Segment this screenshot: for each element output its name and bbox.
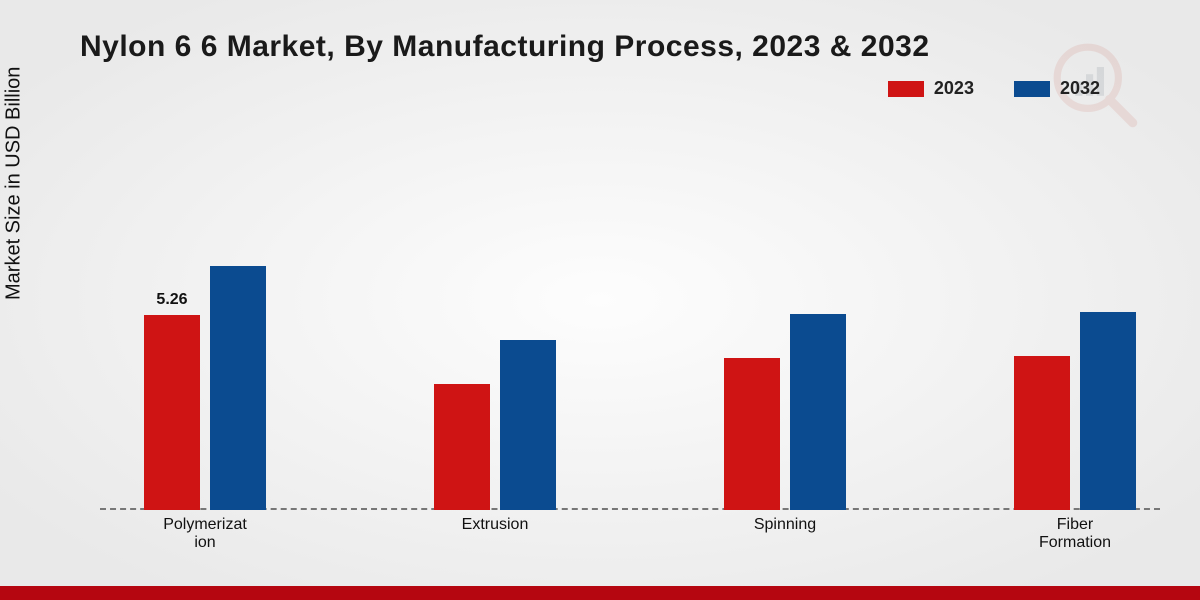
x-label-spinning: Spinning [710, 516, 860, 534]
legend: 2023 2032 [888, 78, 1100, 99]
chart-canvas: Nylon 6 6 Market, By Manufacturing Proce… [0, 0, 1200, 600]
bar-2032-spinning [790, 314, 846, 510]
x-label-polymerization: Polymerization [130, 516, 280, 553]
legend-label-2032: 2032 [1060, 78, 1100, 99]
footer-accent-bar [0, 586, 1200, 600]
bar-2023-fiber-formation [1014, 356, 1070, 510]
bar-2023-polymerization [144, 315, 200, 510]
legend-item-2032: 2032 [1014, 78, 1100, 99]
x-label-fiber-formation: FiberFormation [1000, 516, 1150, 553]
chart-title: Nylon 6 6 Market, By Manufacturing Proce… [80, 30, 930, 64]
bar-2023-spinning [724, 358, 780, 510]
x-label-extrusion: Extrusion [420, 516, 570, 534]
legend-swatch-2032 [1014, 81, 1050, 97]
bar-2032-polymerization [210, 266, 266, 510]
y-axis-label: Market Size in USD Billion [3, 67, 26, 300]
x-axis-labels: Polymerization Extrusion Spinning FiberF… [100, 516, 1160, 576]
bar-2023-extrusion [434, 384, 490, 510]
plot-area: 5.26 [100, 140, 1160, 510]
legend-label-2023: 2023 [934, 78, 974, 99]
legend-item-2023: 2023 [888, 78, 974, 99]
legend-swatch-2023 [888, 81, 924, 97]
bar-2032-fiber-formation [1080, 312, 1136, 510]
bar-2032-extrusion [500, 340, 556, 510]
